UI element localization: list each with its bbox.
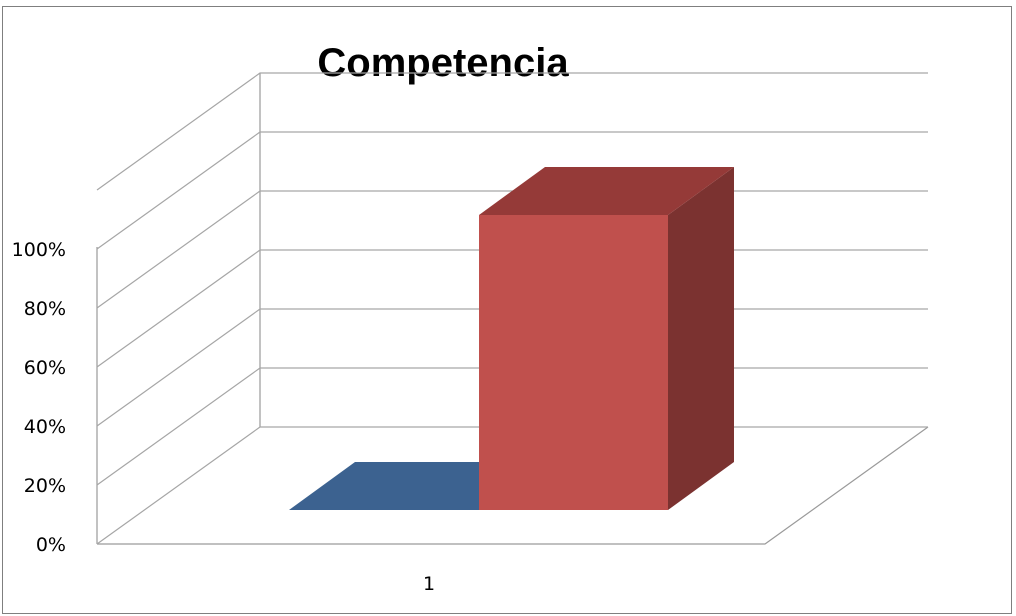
bar-series-2 [479,167,734,510]
y-tick-label: 0% [36,534,66,556]
chart-title: Competencia [317,41,569,85]
y-tick-label: 80% [24,298,66,320]
gridline [96,131,928,250]
y-tick-label: 60% [24,357,66,379]
chart-bars [289,167,734,510]
y-tick-label: 40% [24,416,66,438]
y-axis-ticks: 0% 20% 40% 60% 80% 100% [12,239,66,556]
y-tick-label: 20% [24,475,66,497]
floor-edge [97,426,929,545]
gridline [96,72,928,191]
x-category-label: 1 [423,573,435,595]
x-axis-categories: 1 [423,573,435,595]
y-tick-label: 100% [12,239,66,261]
bar-top-face [479,167,734,215]
bar-side-face [668,167,734,510]
bar-front-face [479,215,668,510]
